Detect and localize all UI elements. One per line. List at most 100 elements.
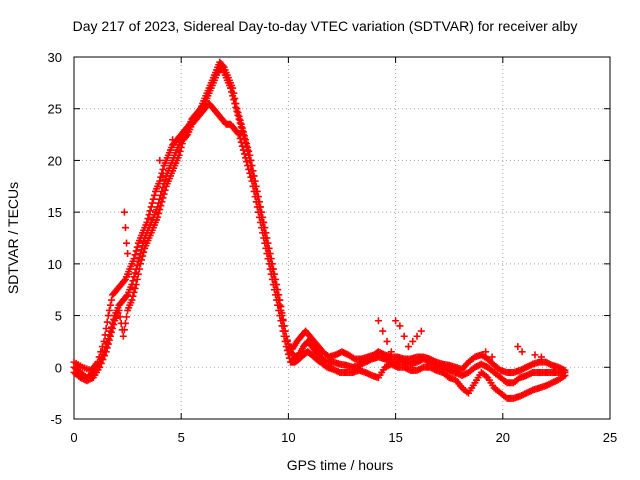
data-point: [120, 277, 128, 285]
data-point: [230, 96, 238, 104]
data-point: [99, 356, 107, 364]
data-point: [285, 354, 293, 362]
data-point: [239, 128, 247, 136]
data-point: [161, 176, 169, 184]
x-axis-label: GPS time / hours: [287, 457, 394, 473]
data-point: [106, 301, 114, 309]
data-point: [417, 327, 425, 335]
data-point: [392, 317, 400, 325]
data-point: [147, 203, 155, 211]
data-point: [100, 337, 108, 345]
data-point: [246, 169, 254, 177]
data-point: [270, 286, 278, 294]
data-point: [518, 348, 526, 356]
y-tick-label: 30: [48, 50, 62, 65]
data-point: [242, 136, 250, 144]
data-point: [269, 281, 277, 289]
y-tick-label: 25: [48, 102, 62, 117]
x-tick-label: 0: [70, 430, 77, 445]
x-axis-ticks: 0 5 10 15 20 25: [70, 57, 617, 445]
sdtvar-lower-series: [70, 100, 569, 402]
data-point: [253, 203, 261, 211]
data-point: [514, 343, 522, 351]
data-point: [102, 325, 110, 332]
data-point: [280, 332, 288, 340]
data-point: [157, 202, 165, 210]
y-tick-label: 0: [55, 360, 62, 375]
data-point: [140, 248, 148, 256]
data-point: [129, 277, 137, 285]
data-point: [96, 363, 104, 371]
data-point: [104, 340, 112, 348]
y-axis-ticks: -5 0 5 10 15 20 25 30: [48, 50, 610, 427]
data-point: [169, 136, 177, 144]
data-point: [243, 140, 251, 148]
data-point: [178, 140, 186, 148]
data-point: [229, 84, 237, 92]
data-point: [250, 187, 258, 195]
data-point: [123, 292, 131, 300]
x-tick-label: 25: [603, 430, 617, 445]
data-point: [273, 296, 281, 304]
data-point: [233, 105, 241, 113]
data-point: [156, 177, 164, 185]
data-point: [379, 327, 387, 335]
data-point: [155, 209, 163, 217]
data-point: [230, 89, 238, 97]
data-point: [121, 224, 129, 232]
data-point: [123, 313, 131, 321]
data-point: [240, 150, 248, 158]
y-tick-label: 15: [48, 205, 62, 220]
data-point: [259, 229, 267, 237]
data-point: [140, 238, 148, 246]
data-point: [374, 317, 382, 325]
data-point: [148, 199, 156, 207]
data-point: [146, 207, 154, 215]
data-point: [531, 351, 539, 359]
data-point: [101, 352, 109, 360]
data-point: [108, 296, 116, 304]
data-point: [110, 321, 118, 329]
data-point: [284, 350, 292, 358]
y-tick-label: 10: [48, 257, 62, 272]
data-point: [250, 172, 258, 180]
data-point: [234, 109, 242, 117]
sdtvar-spikes-series: [120, 136, 545, 361]
chart-title: Day 217 of 2023, Sidereal Day-to-day VTE…: [73, 18, 578, 34]
data-point: [242, 154, 250, 162]
data-point: [277, 317, 285, 325]
data-point: [281, 337, 289, 345]
data-point: [254, 208, 262, 216]
y-tick-label: 5: [55, 309, 62, 324]
data-point: [274, 301, 282, 309]
data-point: [387, 348, 395, 356]
data-point: [134, 270, 142, 278]
data-point: [119, 332, 127, 340]
data-point: [149, 195, 157, 203]
data-point: [105, 306, 113, 314]
data-point: [133, 275, 141, 283]
data-point: [268, 275, 276, 283]
data-point: [159, 165, 167, 173]
grid-lines: [74, 57, 610, 419]
data-point: [124, 250, 132, 258]
data-point: [139, 252, 147, 260]
data-point: [116, 313, 124, 321]
data-points: [70, 58, 569, 402]
data-point: [258, 224, 266, 232]
data-point: [231, 94, 239, 102]
data-point: [105, 336, 113, 344]
data-point: [482, 348, 490, 356]
data-point: [98, 343, 106, 351]
data-point: [413, 332, 421, 340]
data-point: [135, 265, 143, 273]
y-tick-label: -5: [50, 412, 62, 427]
data-point: [264, 255, 272, 263]
data-point: [262, 244, 270, 252]
data-point: [236, 116, 244, 124]
data-point: [255, 213, 263, 221]
y-tick-label: 20: [48, 153, 62, 168]
data-point: [245, 165, 253, 173]
data-point: [283, 346, 291, 354]
data-point: [238, 142, 246, 150]
